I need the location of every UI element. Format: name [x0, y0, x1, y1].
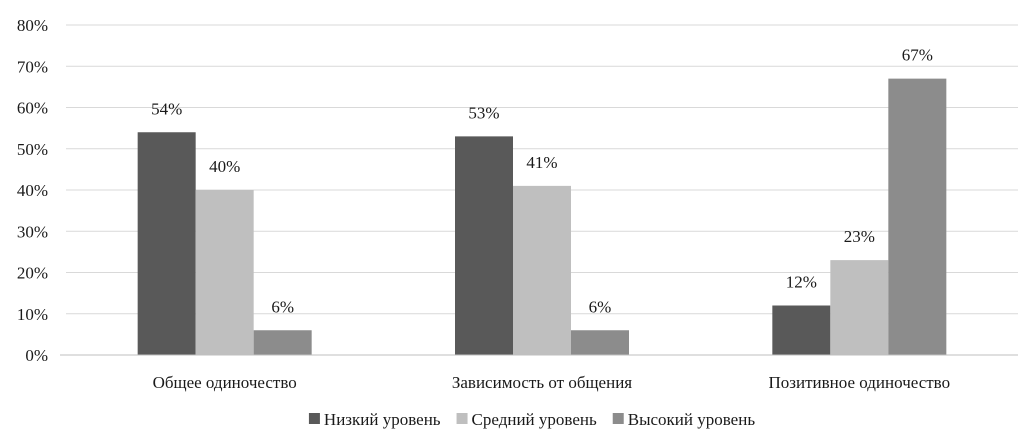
y-tick-label: 0%: [25, 346, 48, 365]
legend-label: Низкий уровень: [324, 410, 441, 429]
data-label: 23%: [844, 227, 875, 246]
data-label: 40%: [209, 157, 240, 176]
data-labels: 54% 40% 6% 53% 41% 6% 12% 23% 67%: [151, 46, 933, 317]
data-label: 6%: [271, 297, 294, 316]
legend-item: Высокий уровень: [612, 410, 756, 429]
y-tick-label: 60%: [17, 99, 48, 118]
bar-2-2: [513, 185, 571, 355]
y-tick-label: 30%: [17, 222, 48, 241]
legend-swatch: [308, 413, 320, 424]
legend-label: Средний уровень: [472, 410, 597, 429]
bar-3-1: [253, 330, 312, 355]
y-tick-label: 10%: [17, 305, 48, 324]
legend: Низкий уровень Средний уровень Высокий уро…: [308, 410, 756, 429]
bar-1-3: [772, 305, 831, 355]
category-label: Общее одиночество: [153, 373, 297, 392]
bars: [137, 78, 947, 355]
category-labels: Общее одиночество Зависимость от общения П…: [153, 373, 951, 392]
y-tick-label: 80%: [17, 16, 48, 35]
legend-swatch: [612, 413, 624, 424]
category-label: Зависимость от общения: [452, 373, 632, 392]
y-tick-label: 70%: [17, 57, 48, 76]
y-axis-tick-labels: 0% 10% 20% 30% 40% 50% 60% 70% 80%: [17, 16, 48, 365]
legend-item: Низкий уровень: [308, 410, 441, 429]
data-label: 41%: [526, 153, 557, 172]
legend-label: Высокий уровень: [628, 410, 756, 429]
legend-item: Средний уровень: [456, 410, 597, 429]
y-tick-label: 40%: [17, 181, 48, 200]
data-label: 12%: [786, 273, 817, 292]
y-tick-label: 50%: [17, 140, 48, 159]
category-label: Позитивное одиночество: [769, 373, 951, 392]
y-tick-label: 20%: [17, 264, 48, 283]
bar-1-2: [455, 136, 513, 355]
bar-3-2: [571, 330, 629, 355]
bar-3-3: [888, 78, 947, 355]
bar-1-1: [137, 132, 196, 355]
bar-2-3: [830, 260, 889, 355]
data-label: 6%: [589, 297, 612, 316]
data-label: 67%: [902, 46, 933, 65]
data-label: 54%: [151, 99, 182, 118]
bar-2-1: [195, 190, 254, 355]
legend-swatch: [456, 413, 468, 424]
data-label: 53%: [468, 103, 499, 122]
